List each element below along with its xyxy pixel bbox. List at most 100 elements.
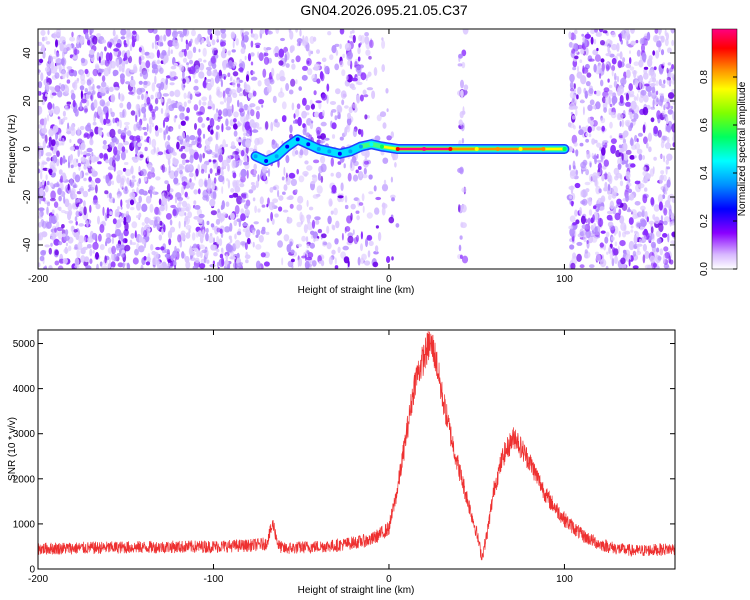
noise-speckle <box>334 63 340 71</box>
noise-speckle <box>629 138 635 146</box>
noise-speckle <box>576 44 584 50</box>
noise-speckle <box>187 99 192 104</box>
noise-speckle <box>266 30 273 35</box>
noise-speckle <box>213 177 217 184</box>
noise-speckle <box>222 139 227 149</box>
noise-speckle <box>335 49 339 56</box>
noise-speckle <box>303 224 308 234</box>
y-tick-label: 5000 <box>13 339 36 350</box>
noise-speckle <box>63 235 70 242</box>
noise-speckle <box>367 250 371 258</box>
noise-speckle <box>357 256 361 266</box>
noise-speckle <box>607 78 610 83</box>
noise-speckle <box>162 93 169 97</box>
signal-point <box>285 144 290 149</box>
noise-speckle <box>339 29 345 35</box>
noise-speckle <box>570 185 574 195</box>
noise-speckle <box>291 102 295 111</box>
noise-speckle <box>243 31 250 36</box>
noise-speckle <box>225 143 228 148</box>
noise-speckle <box>194 172 197 181</box>
noise-speckle <box>291 63 296 70</box>
noise-speckle <box>70 93 76 101</box>
noise-speckle <box>587 217 591 225</box>
noise-speckle <box>617 60 623 69</box>
noise-speckle <box>329 101 337 105</box>
noise-speckle <box>177 196 184 202</box>
noise-speckle <box>272 95 277 104</box>
noise-speckle <box>624 230 631 235</box>
noise-speckle <box>96 263 99 269</box>
noise-speckle <box>252 241 255 248</box>
figure-title: GN04.2026.095.21.05.C37 <box>300 2 468 18</box>
noise-speckle <box>83 236 87 243</box>
noise-speckle <box>313 90 317 96</box>
noise-speckle <box>80 57 86 64</box>
noise-speckle <box>229 77 233 82</box>
noise-speckle <box>250 40 254 48</box>
noise-speckle <box>595 32 602 37</box>
noise-speckle <box>339 107 342 112</box>
noise-speckle <box>644 83 650 87</box>
noise-speckle <box>644 250 650 259</box>
noise-speckle <box>572 66 577 71</box>
noise-speckle <box>572 222 577 226</box>
noise-speckle <box>59 156 63 166</box>
noise-speckle <box>654 250 658 258</box>
noise-speckle <box>189 135 196 141</box>
noise-speckle <box>126 130 132 137</box>
noise-speckle <box>390 194 396 199</box>
noise-speckle <box>657 35 664 39</box>
noise-speckle <box>67 122 70 130</box>
noise-speckle <box>137 142 143 147</box>
noise-speckle <box>657 255 662 261</box>
noise-speckle <box>347 172 352 182</box>
noise-speckle <box>239 182 245 188</box>
noise-speckle <box>238 67 244 72</box>
noise-speckle <box>77 162 82 167</box>
noise-speckle <box>40 29 46 36</box>
noise-speckle <box>207 106 212 110</box>
noise-speckle <box>374 207 380 215</box>
noise-speckle <box>248 147 254 152</box>
noise-speckle <box>309 36 315 44</box>
noise-speckle <box>201 96 208 101</box>
noise-speckle <box>54 249 59 256</box>
noise-speckle <box>141 93 144 101</box>
noise-speckle <box>306 243 310 249</box>
noise-speckle <box>188 172 194 178</box>
noise-speckle <box>302 97 307 106</box>
noise-speckle <box>304 35 309 45</box>
noise-speckle <box>145 55 151 59</box>
noise-speckle <box>654 216 660 225</box>
noise-speckle <box>457 167 464 173</box>
noise-speckle <box>372 261 379 268</box>
noise-speckle <box>156 223 160 231</box>
noise-speckle <box>101 265 108 269</box>
noise-speckle <box>331 184 337 194</box>
noise-speckle <box>320 259 325 267</box>
noise-speckle <box>149 124 152 134</box>
noise-speckle <box>589 120 595 126</box>
noise-speckle <box>236 139 243 143</box>
noise-speckle <box>628 217 634 225</box>
noise-speckle <box>233 111 239 118</box>
noise-speckle <box>75 199 78 204</box>
noise-speckle <box>599 73 602 79</box>
noise-speckle <box>120 199 123 208</box>
noise-speckle <box>223 96 227 103</box>
noise-speckle <box>209 264 216 268</box>
noise-speckle <box>91 168 95 172</box>
noise-speckle <box>277 240 283 248</box>
signal-point <box>316 147 321 151</box>
noise-speckle <box>183 48 187 57</box>
noise-speckle <box>578 125 581 129</box>
noise-speckle <box>73 229 78 233</box>
noise-speckle <box>156 261 163 269</box>
noise-speckle <box>86 244 92 249</box>
noise-speckle <box>636 49 641 57</box>
noise-speckle <box>98 233 102 242</box>
noise-speckle <box>210 55 216 64</box>
noise-speckle <box>159 52 165 59</box>
noise-speckle <box>630 122 634 129</box>
